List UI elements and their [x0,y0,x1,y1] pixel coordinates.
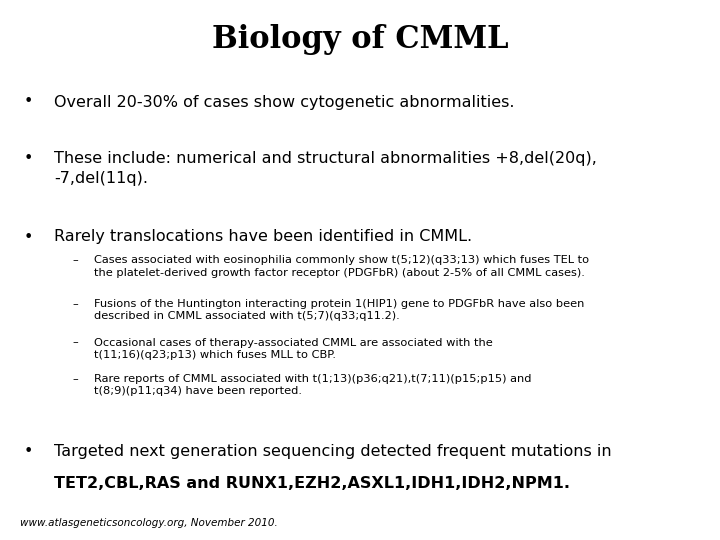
Text: •: • [24,444,34,459]
Text: These include: numerical and structural abnormalities +8,del(20q),
-7,del(11q).: These include: numerical and structural … [54,151,597,186]
Text: –: – [73,374,78,384]
Text: www.atlasgeneticsoncology.org, November 2010.: www.atlasgeneticsoncology.org, November … [20,518,278,528]
Text: –: – [73,338,78,348]
Text: TET2,CBL,RAS and RUNX1,EZH2,ASXL1,IDH1,IDH2,NPM1.: TET2,CBL,RAS and RUNX1,EZH2,ASXL1,IDH1,I… [54,476,570,491]
Text: Occasional cases of therapy-associated CMML are associated with the
t(11;16)(q23: Occasional cases of therapy-associated C… [94,338,492,360]
Text: –: – [73,255,78,266]
Text: Overall 20-30% of cases show cytogenetic abnormalities.: Overall 20-30% of cases show cytogenetic… [54,94,515,110]
Text: Cases associated with eosinophilia commonly show t(5;12)(q33;13) which fuses TEL: Cases associated with eosinophilia commo… [94,255,589,278]
Text: Biology of CMML: Biology of CMML [212,24,508,55]
Text: Fusions of the Huntington interacting protein 1(HIP1) gene to PDGFbR have also b: Fusions of the Huntington interacting pr… [94,299,584,321]
Text: Rare reports of CMML associated with t(1;13)(p36;q21),t(7;11)(p15;p15) and
t(8;9: Rare reports of CMML associated with t(1… [94,374,531,396]
Text: Targeted next generation sequencing detected frequent mutations in: Targeted next generation sequencing dete… [54,444,611,459]
Text: Rarely translocations have been identified in CMML.: Rarely translocations have been identifi… [54,230,472,245]
Text: •: • [24,94,34,110]
Text: –: – [73,299,78,309]
Text: •: • [24,151,34,166]
Text: •: • [24,230,34,245]
